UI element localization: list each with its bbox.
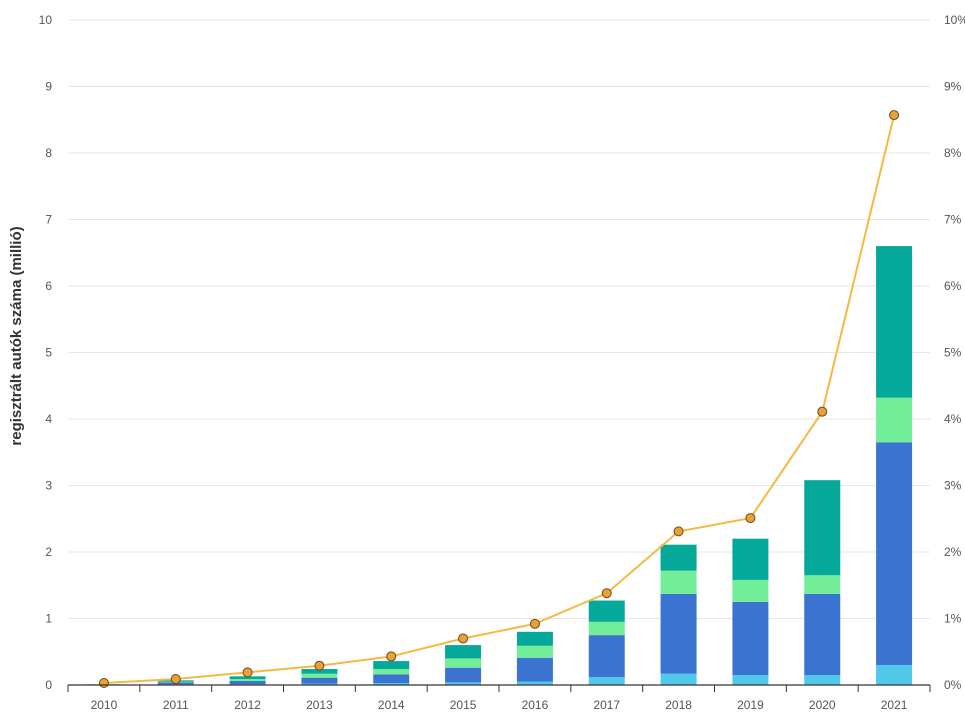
share-line-point — [170, 674, 181, 685]
x-tick-label: 2017 — [593, 698, 620, 712]
bar-segment — [804, 575, 841, 594]
share-line-point — [673, 526, 684, 537]
bar-segment — [445, 667, 482, 683]
share-line-point — [529, 618, 540, 629]
bar-segment — [876, 442, 913, 666]
x-tick-label: 2011 — [163, 698, 189, 712]
share-line-point — [98, 678, 109, 689]
y2-tick-label: 8% — [944, 146, 962, 160]
bar-segment — [516, 645, 553, 658]
share-line-point — [745, 513, 756, 524]
bar-segment — [732, 675, 769, 685]
bar-segment — [588, 677, 625, 685]
bar-segment — [229, 676, 266, 680]
bar-segment — [588, 600, 625, 622]
share-line-point — [314, 660, 325, 671]
y-tick-label: 4 — [45, 412, 52, 426]
share-line — [98, 110, 900, 689]
bar-segment — [876, 665, 913, 685]
bar-segment — [301, 669, 338, 674]
bar-segment — [876, 246, 913, 398]
y-tick-label: 2 — [45, 545, 52, 559]
share-line-point — [601, 588, 612, 599]
bar-stacks — [85, 246, 913, 685]
y-tick-label: 5 — [45, 346, 52, 360]
bar-segment — [660, 673, 697, 685]
bar-segment — [373, 674, 410, 684]
x-tick-label: 2010 — [91, 698, 118, 712]
bar-segment — [301, 673, 338, 678]
y2-tick-label: 10% — [944, 13, 965, 27]
share-line-path — [103, 114, 896, 684]
y-tick-label: 6 — [45, 279, 52, 293]
y-tick-label: 9 — [45, 80, 52, 94]
x-tick-label: 2016 — [522, 698, 549, 712]
y2-tick-label: 5% — [944, 346, 962, 360]
y2-tick-label: 6% — [944, 279, 962, 293]
bar-segment — [732, 601, 769, 676]
bar-segment — [660, 570, 697, 594]
bar-segment — [588, 621, 625, 636]
bar-segment — [516, 631, 553, 646]
y-tick-label: 8 — [45, 146, 52, 160]
bar-segment — [660, 544, 697, 571]
bar-segment — [301, 683, 338, 685]
axes: 0 1 2 3 4 5 6 7 8 9 10 0% 1% 2% 3% 4% 5% 6% 7% 8% 9% 10% 2010 2… — [39, 13, 965, 712]
bar-segment — [588, 635, 625, 678]
x-tick-label: 2013 — [306, 698, 333, 712]
bar-segment — [229, 679, 266, 682]
y-tick-label: 0 — [45, 678, 52, 692]
bar-segment — [876, 397, 913, 443]
bar-segment — [445, 658, 482, 668]
share-line-point — [458, 633, 469, 644]
share-line-point — [817, 406, 828, 417]
share-line-point — [242, 667, 253, 678]
x-tick-label: 2015 — [450, 698, 477, 712]
y2-tick-label: 1% — [944, 612, 962, 626]
bar-segment — [445, 645, 482, 659]
x-tick-label: 2019 — [737, 698, 764, 712]
x-tick-label: 2014 — [378, 698, 405, 712]
x-tick-label: 2020 — [809, 698, 836, 712]
share-line-point — [386, 651, 397, 662]
x-tick-label: 2012 — [234, 698, 261, 712]
bar-segment — [229, 681, 266, 685]
share-line-point — [889, 110, 900, 121]
y2-tick-label: 4% — [944, 412, 962, 426]
bar-segment — [804, 480, 841, 576]
y2-tick-label: 2% — [944, 545, 962, 559]
y2-tick-label: 3% — [944, 479, 962, 493]
bar-segment — [804, 593, 841, 676]
y-tick-label: 3 — [45, 479, 52, 493]
y2-tick-label: 9% — [944, 80, 962, 94]
y-tick-label: 1 — [45, 612, 52, 626]
bar-segment — [373, 661, 410, 670]
bar-segment — [516, 681, 553, 685]
y-axis-label: regisztrált autók száma (millió) — [8, 226, 25, 445]
bar-segment — [660, 593, 697, 674]
gridlines — [68, 19, 930, 619]
bar-segment — [732, 538, 769, 580]
x-tick-label: 2018 — [665, 698, 692, 712]
y-tick-label: 10 — [39, 13, 53, 27]
bar-segment — [516, 657, 553, 682]
bar-segment — [373, 683, 410, 685]
y2-tick-label: 7% — [944, 213, 962, 227]
bar-segment — [301, 677, 338, 684]
bar-segment — [732, 579, 769, 602]
x-tick-label: 2021 — [881, 698, 908, 712]
y2-tick-label: 0% — [944, 678, 962, 692]
bar-segment — [804, 675, 841, 685]
bar-segment — [445, 682, 482, 685]
bar-segment — [373, 669, 410, 675]
y-tick-label: 7 — [45, 213, 52, 227]
